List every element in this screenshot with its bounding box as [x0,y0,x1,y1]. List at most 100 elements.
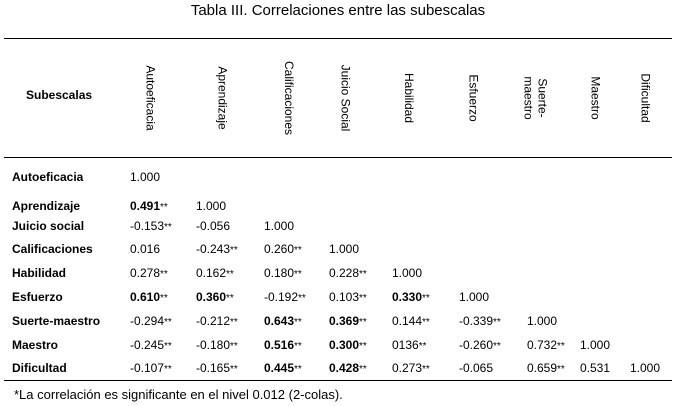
column-header: Aprendizaje [203,44,243,152]
cell-value: 0.369 [329,314,360,328]
cell-value: 1.000 [580,338,611,352]
column-header-label: Juicio Social [338,65,352,132]
table-cell: 0136** [392,338,427,352]
table-cell: -0.339** [459,314,501,328]
significance-marker: ** [359,293,367,304]
table-cell: 1.000 [392,266,422,280]
table-cell: 0.491** [130,199,168,213]
cell-value: 0.516 [264,338,295,352]
table-cell: 0.360** [196,290,234,304]
significance-marker: ** [359,269,367,280]
table-cell: 0.732** [527,338,565,352]
table-cell: 0.428** [329,361,367,375]
row-label: Aprendizaje [12,199,81,213]
table-cell: 0.610** [130,290,168,304]
row-label: Autoeficacia [12,170,84,184]
significance-marker: ** [164,364,172,375]
column-header-line: Maestro [589,76,604,120]
cell-value: 0.360 [196,290,227,304]
table-cell: 1.000 [459,290,489,304]
significance-marker: ** [164,222,172,233]
column-header-line: Autoeficacia [144,65,158,131]
footnote: *La correlación es significante en el ni… [14,387,343,402]
significance-marker: ** [422,364,430,375]
table-cell: -0.153** [130,219,172,233]
row-label: Dificultad [12,361,67,375]
significance-marker: ** [160,202,168,213]
column-header-label: Dificultad [639,73,653,122]
cell-value: 0.428 [329,361,360,375]
cell-value: -0.260 [459,338,494,352]
table-cell: -0.192** [264,290,306,304]
table-title: Tabla III. Correlaciones entre las subes… [190,2,486,19]
column-header: Dificultad [626,44,666,152]
significance-marker: ** [294,364,302,375]
column-header-label: Calificaciones [282,61,296,135]
column-header-line: Calificaciones [282,60,297,136]
column-header-line: Esfuerzo [467,74,482,122]
cell-value: 0.103 [329,290,360,304]
significance-marker: ** [164,317,172,328]
significance-marker: ** [226,293,234,304]
table-cell: 1.000 [329,242,359,256]
significance-marker: ** [294,341,302,352]
significance-marker: ** [230,341,238,352]
corner-label: Subescalas [26,88,93,102]
significance-marker: ** [294,245,302,256]
table-cell: 0.273** [392,361,430,375]
cell-value: -0.339 [459,314,494,328]
cell-value: -0.165 [196,361,231,375]
table-cell: 1.000 [630,361,660,375]
table-cell: 0.531 [580,361,610,375]
cell-value: -0.056 [196,219,231,233]
cell-value: -0.065 [459,361,494,375]
column-header-label: Aprendizaje [216,66,230,129]
column-header-line: maestro [522,76,537,120]
significance-marker: ** [164,341,172,352]
table-cell: -0.107** [130,361,172,375]
column-header: Autoeficacia [131,44,171,152]
table-cell: 1.000 [580,338,610,352]
column-header: Juicio Social [325,44,365,152]
table-cell: -0.065 [459,361,493,375]
table-cell: 0.445** [264,361,302,375]
cell-value: 0.278 [130,266,161,280]
significance-marker: ** [557,341,565,352]
cell-value: 1.000 [264,219,295,233]
significance-marker: ** [493,317,501,328]
table-cell: 1.000 [264,219,294,233]
table-cell: 0.300** [329,338,367,352]
cell-value: 0.273 [392,361,423,375]
significance-marker: ** [230,317,238,328]
significance-marker: ** [359,317,367,328]
significance-marker: ** [226,269,234,280]
significance-marker: ** [230,245,238,256]
cell-value: 0.491 [130,199,161,213]
table-cell: -0.165** [196,361,238,375]
cell-value: 1.000 [630,361,661,375]
cell-value: -0.107 [130,361,165,375]
cell-value: 0.016 [130,242,161,256]
significance-marker: ** [557,364,565,375]
significance-marker: ** [422,317,430,328]
cell-value: 0136 [392,338,419,352]
table-cell: 0.643** [264,314,302,328]
table-cell: 0.278** [130,266,168,280]
cell-value: 1.000 [459,290,490,304]
cell-value: -0.243 [196,242,231,256]
significance-marker: ** [359,364,367,375]
cell-value: 1.000 [527,314,558,328]
table-bottom-rule [4,380,672,381]
column-header-label: Suerte-maestro [522,76,550,119]
significance-marker: ** [418,341,427,352]
significance-marker: ** [359,341,367,352]
row-label: Maestro [12,338,59,352]
table-cell: 0.162** [196,266,234,280]
cell-value: 1.000 [392,266,423,280]
table-cell: -0.294** [130,314,172,328]
cell-value: -0.212 [196,314,231,328]
row-label: Esfuerzo [12,290,63,304]
table-cell: -0.180** [196,338,238,352]
cell-value: 0.260 [264,242,295,256]
significance-marker: ** [298,293,306,304]
